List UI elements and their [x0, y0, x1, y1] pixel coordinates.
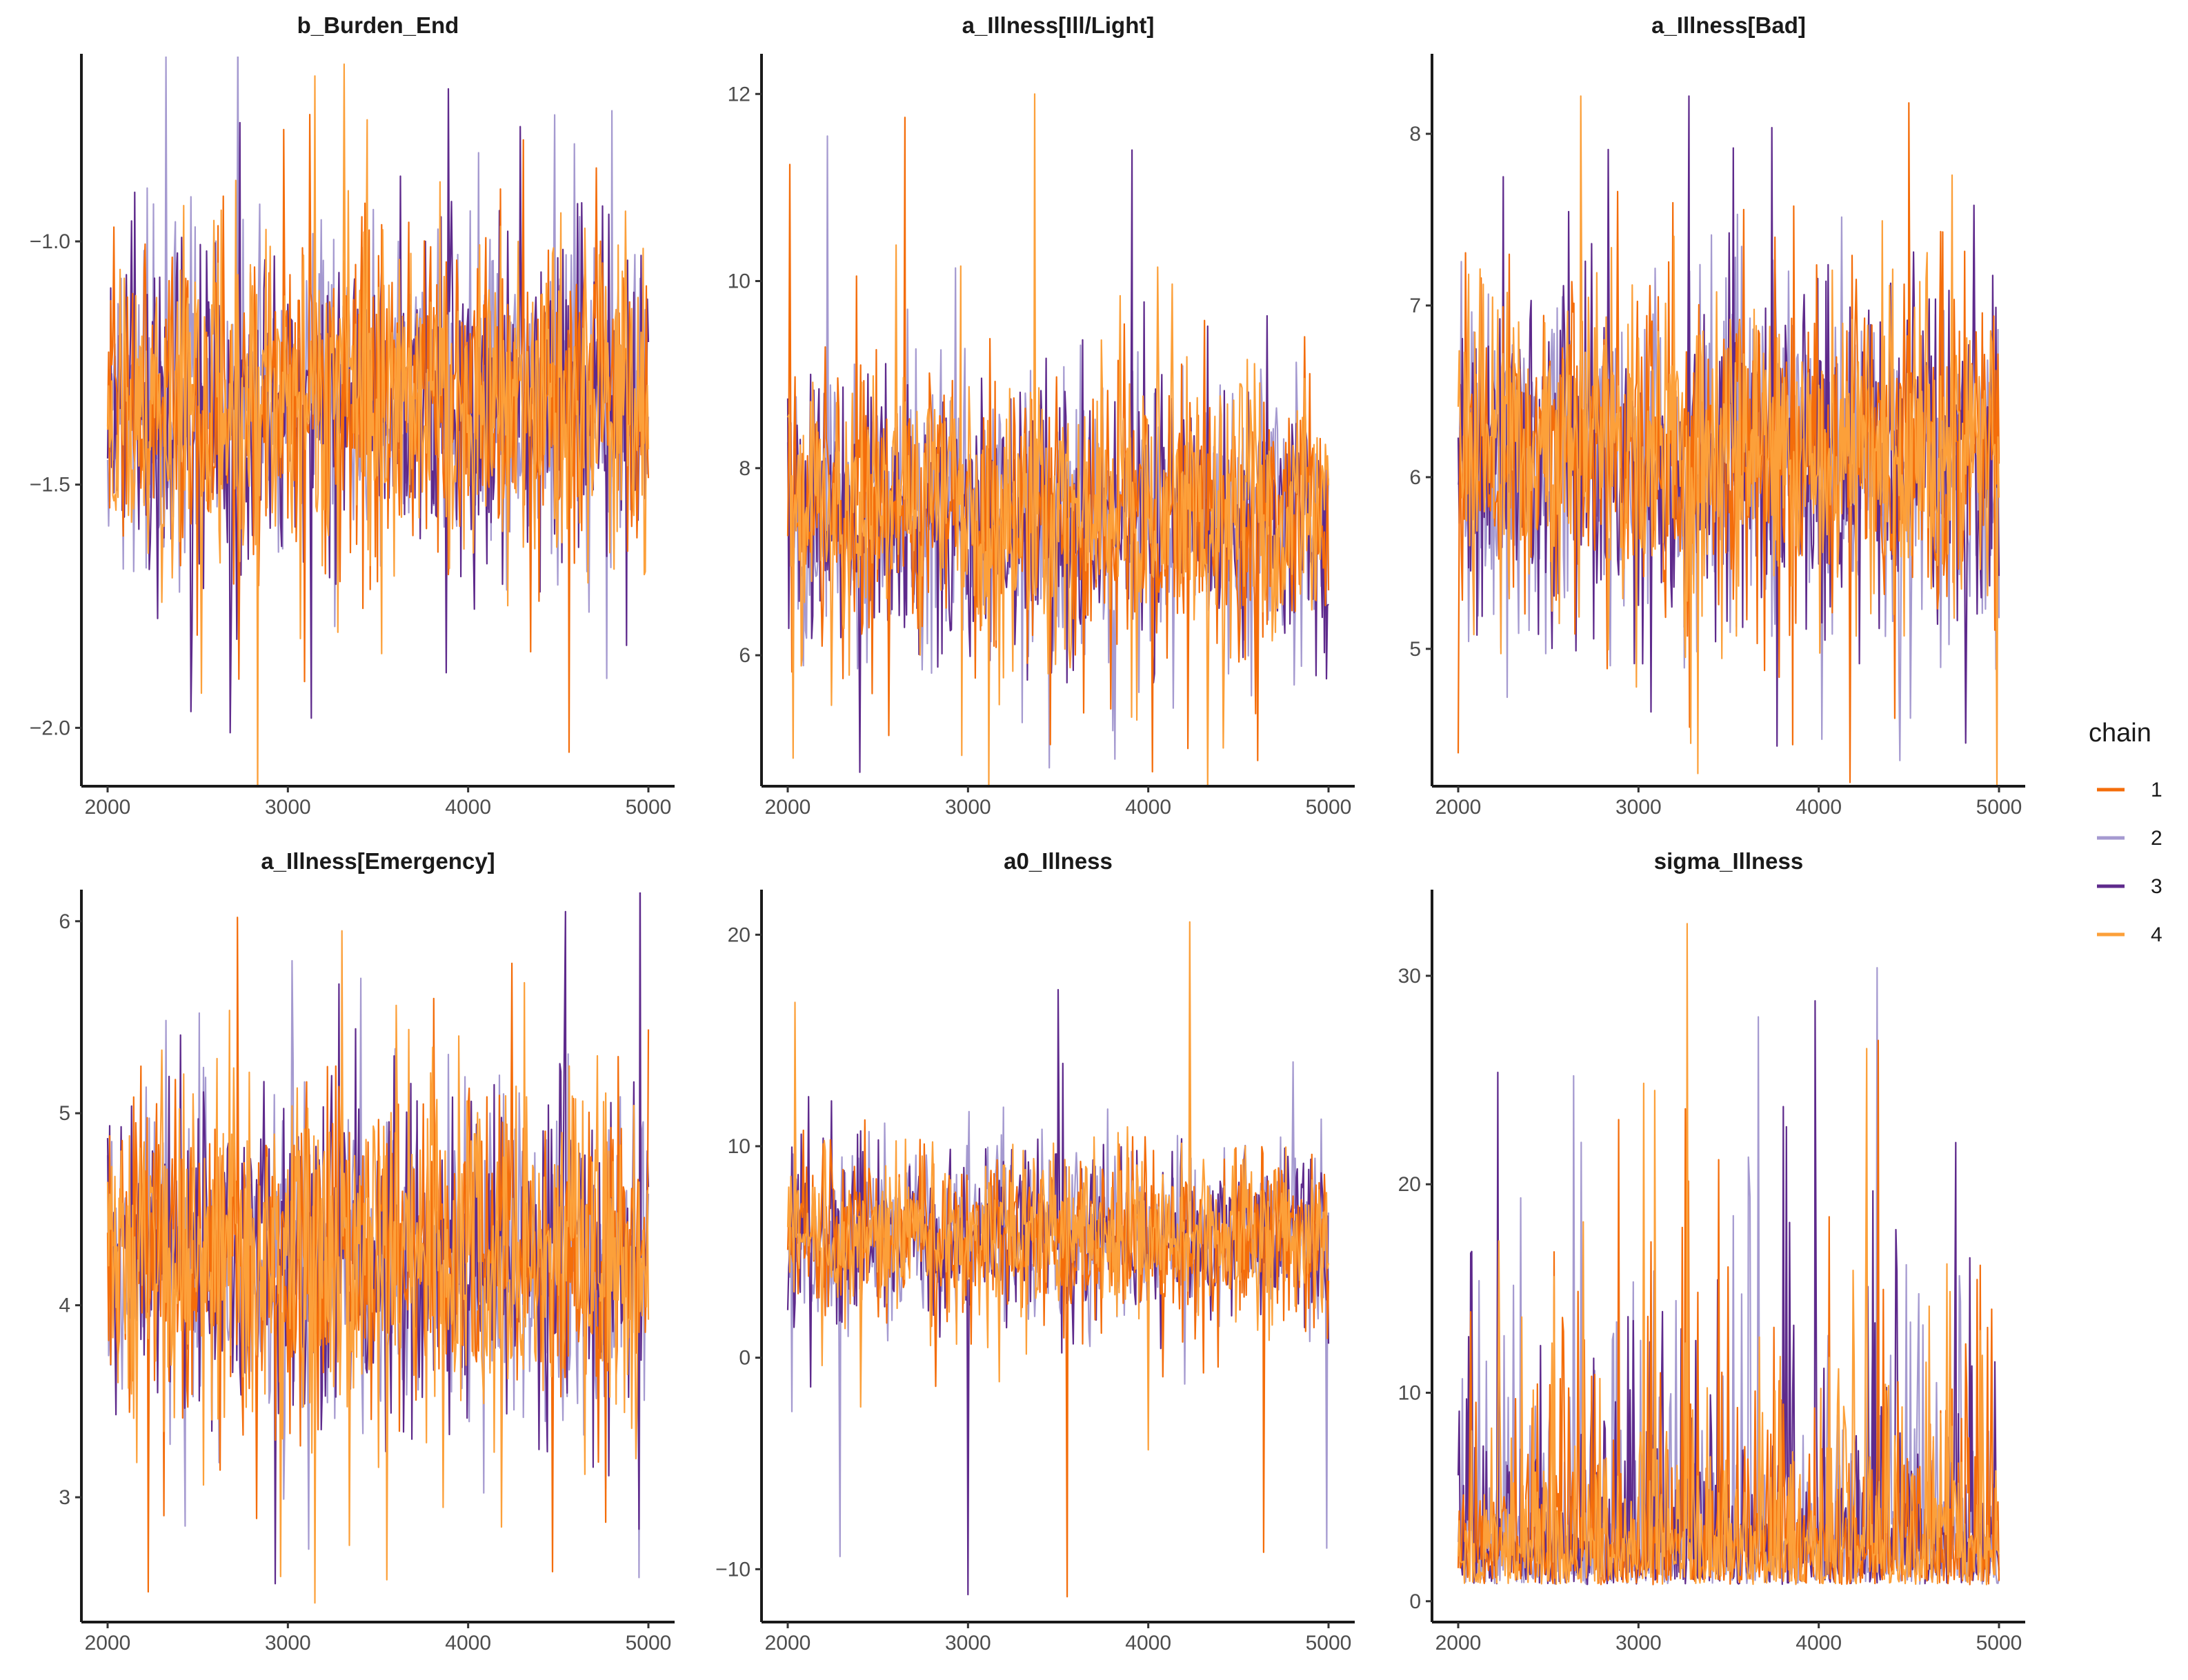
- y-tick-label: 7: [1409, 294, 1421, 317]
- y-tick-label: 10: [728, 270, 750, 293]
- x-tick-label: 4000: [1125, 1632, 1171, 1654]
- chain-legend: chain 1 2 3 4: [2089, 719, 2162, 946]
- y-tick-label: 5: [1409, 638, 1421, 661]
- legend-label-chain-1: 1: [2151, 779, 2162, 801]
- chain-4-trace: [786, 93, 1330, 786]
- legend-label-chain-3: 3: [2151, 875, 2162, 898]
- panel-title: a0_Illness: [1004, 848, 1113, 874]
- y-tick-label: 20: [1398, 1173, 1421, 1196]
- y-tick-label: −2.0: [30, 717, 70, 739]
- x-tick-label: 3000: [1615, 1632, 1662, 1654]
- y-tick-label: 30: [1398, 965, 1421, 988]
- legend-title: chain: [2089, 719, 2151, 748]
- trace-lines: [786, 93, 1330, 786]
- x-tick-label: 5000: [1976, 796, 2022, 819]
- chain-4-trace: [106, 63, 650, 786]
- chain-4-trace: [106, 930, 650, 1604]
- y-tick-label: 6: [739, 644, 750, 667]
- y-tick-label: 20: [728, 923, 750, 946]
- x-tick-label: 3000: [1615, 796, 1662, 819]
- chain-4-trace: [1457, 923, 2000, 1586]
- x-tick-label: 2000: [765, 796, 811, 819]
- y-tick-label: −10: [715, 1558, 750, 1581]
- legend-label-chain-2: 2: [2151, 827, 2162, 850]
- x-tick-label: 5000: [626, 796, 672, 819]
- y-tick-label: −1.0: [30, 230, 70, 253]
- x-tick-label: 2000: [1435, 796, 1482, 819]
- x-tick-label: 4000: [1125, 796, 1171, 819]
- y-tick-label: 3: [59, 1486, 70, 1509]
- chain-4-trace: [786, 921, 1330, 1451]
- y-tick-label: 0: [1409, 1590, 1421, 1613]
- x-tick-label: 2000: [765, 1632, 811, 1654]
- x-tick-label: 4000: [1796, 796, 1842, 819]
- x-tick-label: 4000: [445, 1632, 491, 1654]
- x-tick-label: 3000: [945, 796, 991, 819]
- y-tick-label: 8: [739, 457, 750, 480]
- y-tick-label: 8: [1409, 123, 1421, 146]
- legend-entries: 1 2 3 4: [2097, 779, 2162, 946]
- trace-lines: [1457, 95, 2000, 786]
- chain-1-trace: [786, 1119, 1330, 1598]
- chain-4-trace: [1457, 95, 2000, 786]
- trace-panel: a0_Illness −10 0 10 20 2000 3000 4000 5000: [715, 848, 1355, 1654]
- y-tick-label: 5: [59, 1102, 70, 1125]
- x-tick-label: 4000: [1796, 1632, 1842, 1654]
- trace-panel: a_Illness[Bad] 5 6 7 8 2000 3000 4000 5000: [1409, 12, 2025, 819]
- trace-lines: [106, 57, 650, 786]
- x-tick-label: 2000: [1435, 1632, 1482, 1654]
- y-tick-label: 6: [59, 910, 70, 933]
- x-tick-label: 5000: [1306, 1632, 1352, 1654]
- x-tick-label: 2000: [85, 796, 131, 819]
- panel-title: b_Burden_End: [297, 12, 459, 38]
- legend-label-chain-4: 4: [2151, 923, 2162, 946]
- chain-1-trace: [106, 917, 650, 1593]
- trace-panel: sigma_Illness 0 10 20 30 2000 3000 4000 5000: [1398, 848, 2025, 1654]
- x-tick-label: 4000: [445, 796, 491, 819]
- trace-panel: b_Burden_End −2.0 −1.5 −1.0 2000 3000 4000 5000: [30, 12, 675, 819]
- panel-title: a_Illness[Emergency]: [261, 848, 495, 874]
- x-tick-label: 3000: [945, 1632, 991, 1654]
- panel-title: sigma_Illness: [1654, 848, 1803, 874]
- trace-lines: [1457, 923, 2000, 1586]
- trace-lines: [106, 892, 650, 1604]
- trace-lines: [786, 921, 1330, 1598]
- y-tick-label: 10: [728, 1135, 750, 1158]
- x-tick-label: 2000: [85, 1632, 131, 1654]
- x-tick-label: 5000: [626, 1632, 672, 1654]
- panel-title: a_Illness[Ill/Light]: [962, 12, 1155, 38]
- y-tick-label: 4: [59, 1294, 70, 1317]
- x-tick-label: 3000: [265, 796, 311, 819]
- panel-title: a_Illness[Bad]: [1651, 12, 1806, 38]
- y-tick-label: −1.5: [30, 474, 70, 497]
- y-tick-label: 12: [728, 83, 750, 106]
- x-tick-label: 5000: [1976, 1632, 2022, 1654]
- trace-panel: a_Illness[Emergency] 3 4 5 6 2000 3000 4000 5000: [59, 848, 675, 1654]
- x-tick-label: 3000: [265, 1632, 311, 1654]
- y-tick-label: 0: [739, 1347, 750, 1370]
- x-tick-label: 5000: [1306, 796, 1352, 819]
- trace-panel: a_Illness[Ill/Light] 6 8 10 12 2000 3000 4000 50…: [728, 12, 1355, 819]
- y-tick-label: 10: [1398, 1381, 1421, 1404]
- y-tick-label: 6: [1409, 466, 1421, 489]
